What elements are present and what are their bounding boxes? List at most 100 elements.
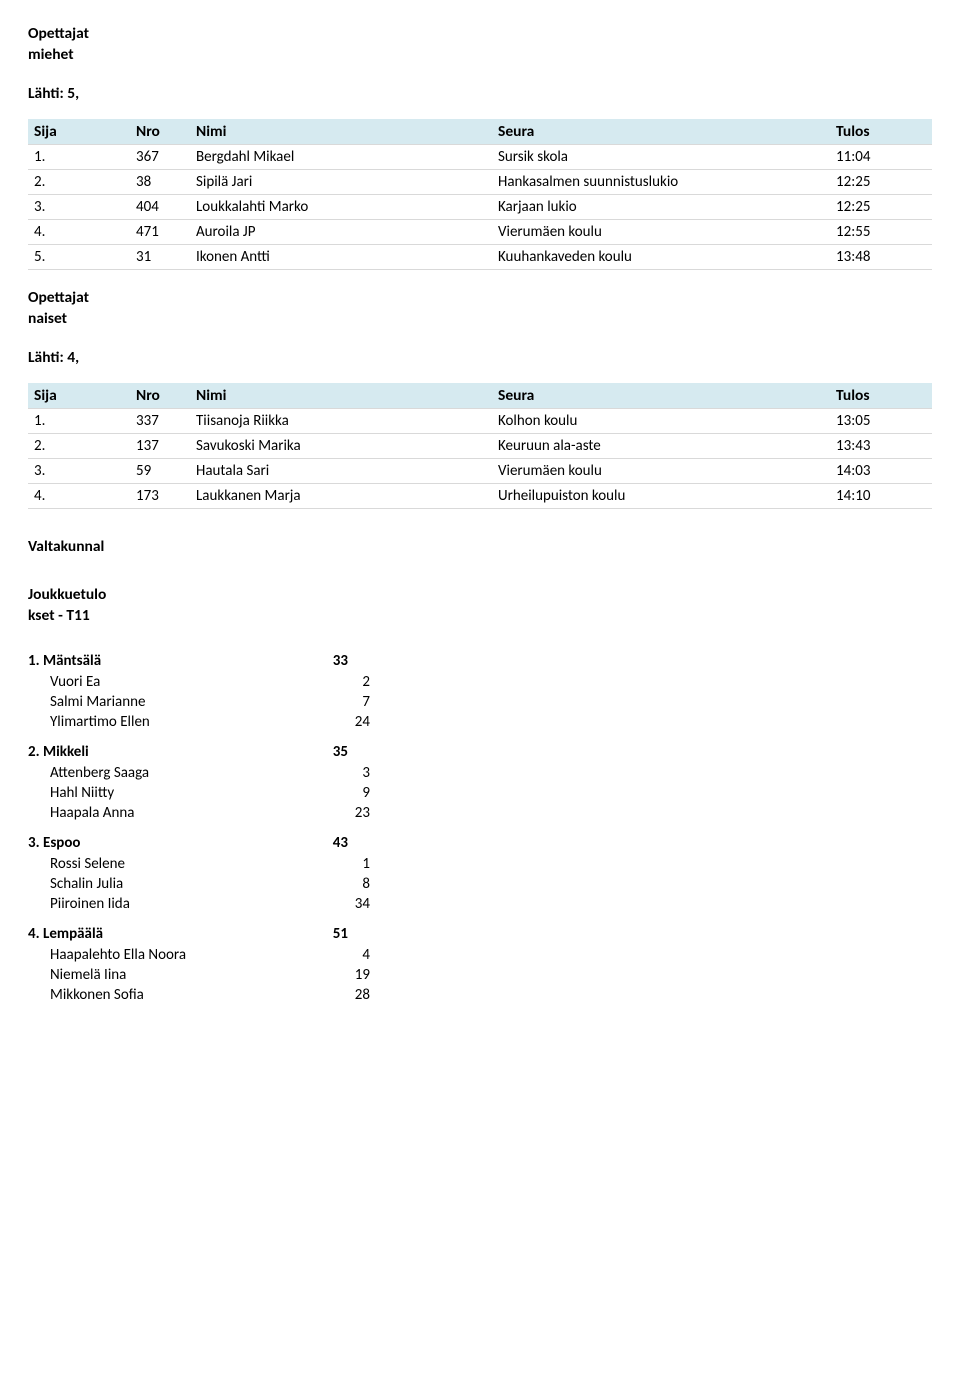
- team-header-label: 3. Espoo: [28, 833, 268, 853]
- team-member-label: Hahl Niitty: [28, 783, 290, 803]
- section-heading: Opettajat miehet: [28, 24, 932, 66]
- col-sija: Sija: [28, 383, 130, 409]
- table-header-row: Sija Nro Nimi Seura Tulos: [28, 119, 932, 145]
- cell-tulos: 11:04: [830, 144, 932, 169]
- table-row: 1.337Tiisanoja RiikkaKolhon koulu13:05: [28, 408, 932, 433]
- team-member-value: 1: [290, 854, 370, 874]
- start-label: Lähti: 5,: [28, 84, 932, 105]
- team-member-value: 24: [290, 712, 370, 732]
- team-member-row: Niemelä Iina19: [28, 965, 932, 985]
- cell-seura: Urheilupuiston koulu: [492, 483, 830, 508]
- cell-nro: 404: [130, 194, 190, 219]
- cell-sija: 5.: [28, 244, 130, 269]
- teams-subtitle-line: Joukkuetulo: [28, 585, 932, 606]
- team-member-value: 2: [290, 672, 370, 692]
- cell-tulos: 12:25: [830, 194, 932, 219]
- cell-nro: 137: [130, 433, 190, 458]
- col-nimi: Nimi: [190, 119, 492, 145]
- section-title-line: miehet: [28, 45, 932, 66]
- table-row: 2.137Savukoski MarikaKeuruun ala-aste13:…: [28, 433, 932, 458]
- table-row: 2.38Sipilä JariHankasalmen suunnistusluk…: [28, 169, 932, 194]
- team-member-row: Salmi Marianne7: [28, 692, 932, 712]
- cell-sija: 4.: [28, 219, 130, 244]
- team-block: 2. Mikkeli35Attenberg Saaga3Hahl Niitty9…: [28, 742, 932, 823]
- team-member-label: Attenberg Saaga: [28, 763, 290, 783]
- table-row: 4.173Laukkanen MarjaUrheilupuiston koulu…: [28, 483, 932, 508]
- table-header-row: Sija Nro Nimi Seura Tulos: [28, 383, 932, 409]
- table-row: 1.367Bergdahl MikaelSursik skola11:04: [28, 144, 932, 169]
- teams-subtitle-line: kset - T11: [28, 606, 932, 627]
- cell-seura: Hankasalmen suunnistuslukio: [492, 169, 830, 194]
- team-header-row: 4. Lempäälä51: [28, 924, 932, 944]
- cell-sija: 3.: [28, 194, 130, 219]
- team-block: 3. Espoo43Rossi Selene1Schalin Julia8Pii…: [28, 833, 932, 914]
- cell-seura: Keuruun ala-aste: [492, 433, 830, 458]
- col-seura: Seura: [492, 383, 830, 409]
- team-member-label: Schalin Julia: [28, 874, 290, 894]
- team-member-label: Haapala Anna: [28, 803, 290, 823]
- team-member-label: Piiroinen Iida: [28, 894, 290, 914]
- cell-sija: 2.: [28, 169, 130, 194]
- team-block: 1. Mäntsälä33Vuori Ea2Salmi Marianne7Yli…: [28, 651, 932, 732]
- team-member-row: Haapala Anna23: [28, 803, 932, 823]
- cell-nimi: Ikonen Antti: [190, 244, 492, 269]
- cell-seura: Vierumäen koulu: [492, 458, 830, 483]
- table-row: 3.59Hautala SariVierumäen koulu14:03: [28, 458, 932, 483]
- team-member-value: 3: [290, 763, 370, 783]
- team-member-value: 23: [290, 803, 370, 823]
- team-member-row: Vuori Ea2: [28, 672, 932, 692]
- cell-nimi: Laukkanen Marja: [190, 483, 492, 508]
- team-header-value: 51: [268, 924, 348, 944]
- team-member-label: Salmi Marianne: [28, 692, 290, 712]
- cell-tulos: 13:48: [830, 244, 932, 269]
- team-member-row: Mikkonen Sofia28: [28, 985, 932, 1005]
- col-nro: Nro: [130, 119, 190, 145]
- cell-seura: Vierumäen koulu: [492, 219, 830, 244]
- cell-nimi: Tiisanoja Riikka: [190, 408, 492, 433]
- cell-tulos: 14:10: [830, 483, 932, 508]
- cell-seura: Kuuhankaveden koulu: [492, 244, 830, 269]
- team-header-value: 35: [268, 742, 348, 762]
- cell-nro: 367: [130, 144, 190, 169]
- cell-sija: 1.: [28, 408, 130, 433]
- team-member-label: Niemelä Iina: [28, 965, 290, 985]
- cell-nro: 337: [130, 408, 190, 433]
- cell-tulos: 12:25: [830, 169, 932, 194]
- team-member-label: Rossi Selene: [28, 854, 290, 874]
- cell-nimi: Sipilä Jari: [190, 169, 492, 194]
- cell-tulos: 13:43: [830, 433, 932, 458]
- team-member-label: Ylimartimo Ellen: [28, 712, 290, 732]
- cell-nro: 471: [130, 219, 190, 244]
- table-row: 3.404Loukkalahti MarkoKarjaan lukio12:25: [28, 194, 932, 219]
- cell-nro: 173: [130, 483, 190, 508]
- team-member-label: Mikkonen Sofia: [28, 985, 290, 1005]
- cell-nimi: Savukoski Marika: [190, 433, 492, 458]
- cell-tulos: 13:05: [830, 408, 932, 433]
- cell-sija: 4.: [28, 483, 130, 508]
- cell-nimi: Bergdahl Mikael: [190, 144, 492, 169]
- cell-sija: 1.: [28, 144, 130, 169]
- cell-nimi: Hautala Sari: [190, 458, 492, 483]
- cell-seura: Karjaan lukio: [492, 194, 830, 219]
- cell-nro: 38: [130, 169, 190, 194]
- col-tulos: Tulos: [830, 119, 932, 145]
- results-table: Sija Nro Nimi Seura Tulos 1.337Tiisanoja…: [28, 383, 932, 509]
- cell-tulos: 12:55: [830, 219, 932, 244]
- cell-seura: Kolhon koulu: [492, 408, 830, 433]
- team-member-row: Piiroinen Iida34: [28, 894, 932, 914]
- table-row: 4.471Auroila JPVierumäen koulu12:55: [28, 219, 932, 244]
- cell-nimi: Auroila JP: [190, 219, 492, 244]
- team-member-value: 19: [290, 965, 370, 985]
- team-header-label: 1. Mäntsälä: [28, 651, 268, 671]
- team-member-value: 7: [290, 692, 370, 712]
- team-member-row: Ylimartimo Ellen24: [28, 712, 932, 732]
- section-title-line: Opettajat: [28, 288, 932, 309]
- teams-container: 1. Mäntsälä33Vuori Ea2Salmi Marianne7Yli…: [28, 651, 932, 1005]
- col-sija: Sija: [28, 119, 130, 145]
- cell-nro: 59: [130, 458, 190, 483]
- team-header-row: 1. Mäntsälä33: [28, 651, 932, 671]
- start-label: Lähti: 4,: [28, 348, 932, 369]
- section-title-line: Opettajat: [28, 24, 932, 45]
- team-member-value: 28: [290, 985, 370, 1005]
- team-member-row: Rossi Selene1: [28, 854, 932, 874]
